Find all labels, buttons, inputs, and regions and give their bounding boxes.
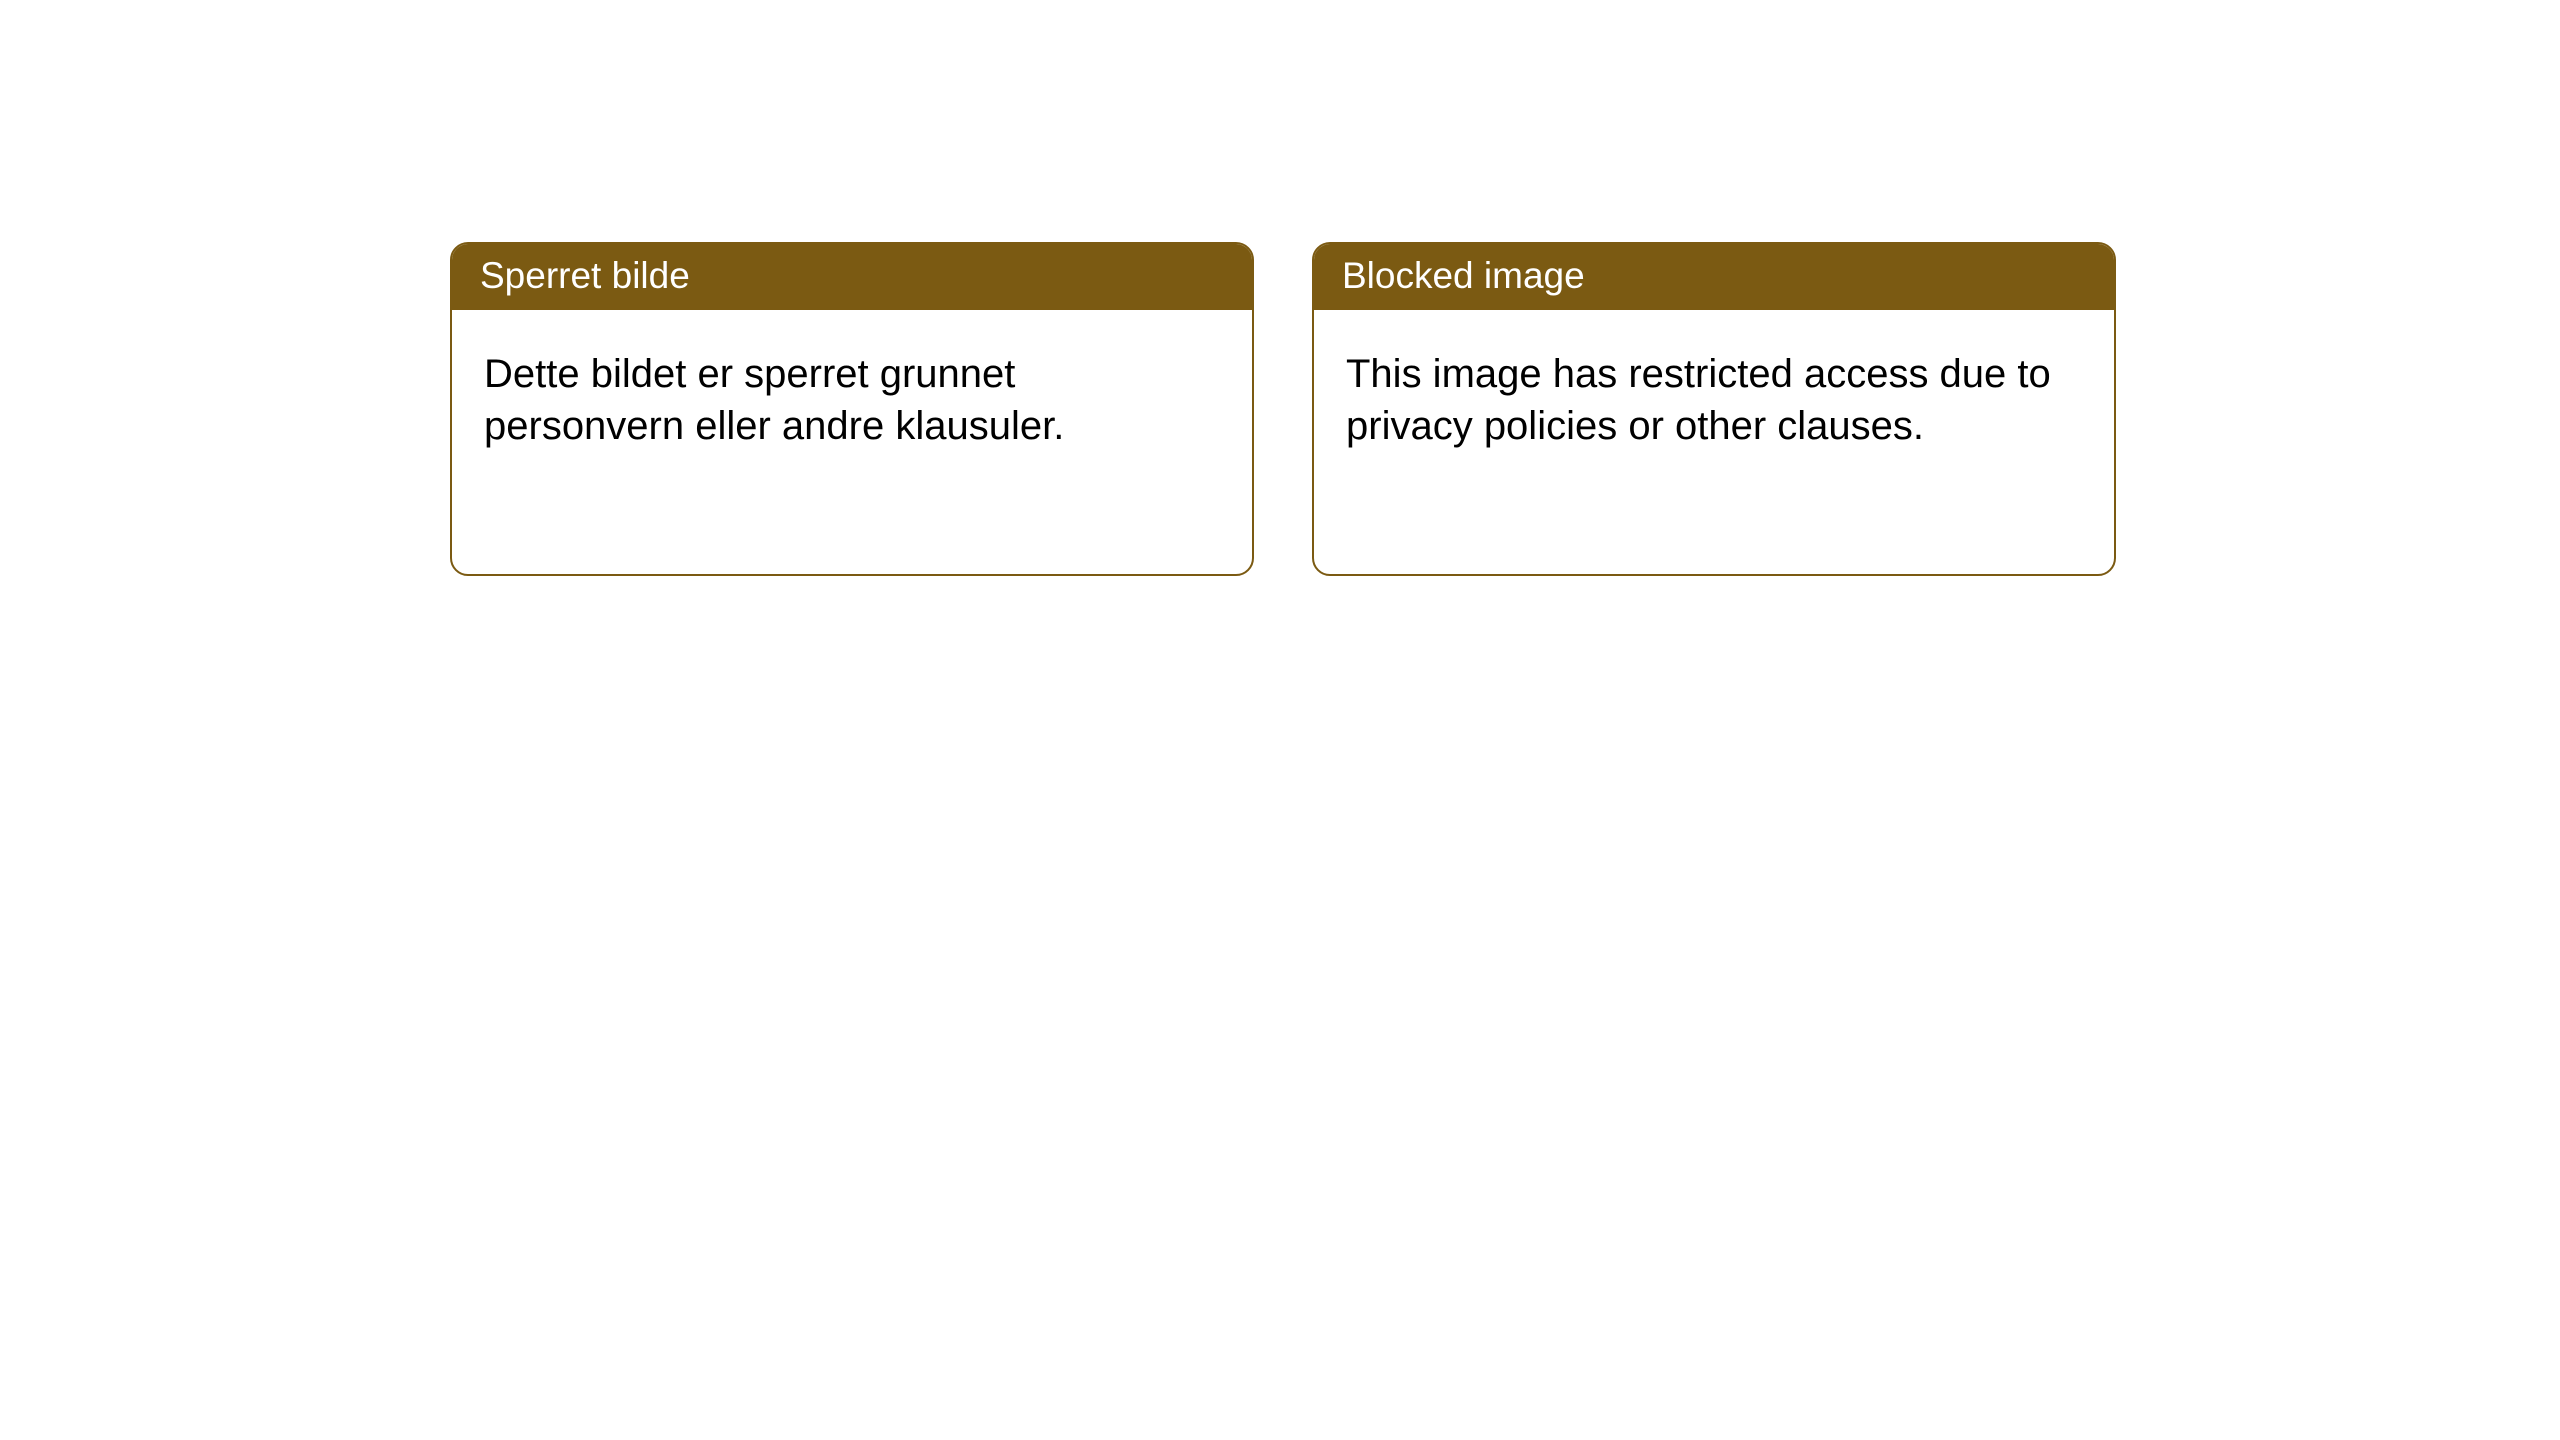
notice-body-english: This image has restricted access due to …: [1314, 310, 2114, 480]
notice-box-english: Blocked image This image has restricted …: [1312, 242, 2116, 576]
notice-header-english: Blocked image: [1314, 244, 2114, 310]
notice-box-norwegian: Sperret bilde Dette bildet er sperret gr…: [450, 242, 1254, 576]
notice-body-norwegian: Dette bildet er sperret grunnet personve…: [452, 310, 1252, 480]
notice-container: Sperret bilde Dette bildet er sperret gr…: [0, 0, 2560, 576]
notice-header-norwegian: Sperret bilde: [452, 244, 1252, 310]
